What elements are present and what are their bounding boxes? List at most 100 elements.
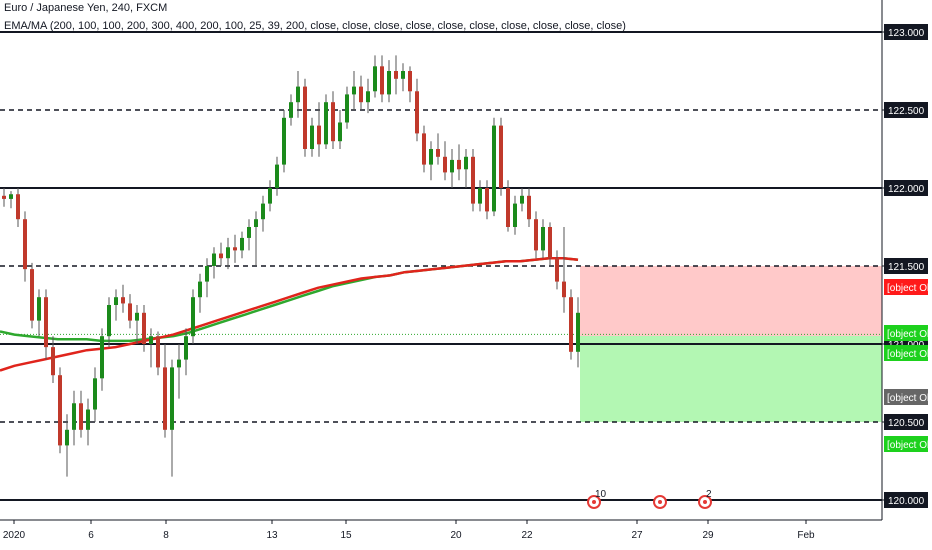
candle-body [443,156,447,173]
event-marker-dot [592,500,596,504]
candle-body [527,195,531,220]
candle [72,390,76,446]
candle [268,180,272,212]
candle [380,55,384,103]
candle-body [422,133,426,165]
candle-body [51,347,55,376]
y-tick-label: 120.500 [888,418,925,429]
candle-body [149,336,153,344]
candle-body [177,359,181,368]
candle-body [72,403,76,430]
event-markers[interactable]: 10 2 [587,489,712,509]
ma-line-ema [0,256,579,343]
candle [107,297,111,348]
candle [2,188,6,207]
candle-body [100,336,104,379]
price-tag-label: [object Object] [887,283,932,294]
event-marker[interactable] [653,495,667,509]
price-tag [884,389,928,405]
event-marker[interactable]: 10 [587,489,607,509]
candle-body [478,188,482,204]
candle-body [254,219,258,227]
candle [142,305,146,352]
event-marker-count: 2 [706,489,712,500]
candle [296,71,300,118]
candle-body [541,227,545,251]
candle-body [415,91,419,134]
event-marker[interactable]: 2 [698,489,712,509]
candle [345,86,349,129]
candle-body [198,281,202,298]
price-tag-label: [object Object] [887,349,932,360]
candle [128,294,132,329]
x-tick-label: Feb [797,530,815,541]
candle-body [457,159,461,170]
candle [317,102,321,157]
candle [219,242,223,266]
candle [576,297,580,368]
candle-body [408,71,412,92]
candle-body [37,297,41,321]
candle-body [226,247,230,259]
candle [492,117,496,217]
price-axis[interactable]: 123.000122.500122.000121.500121.000120.5… [882,24,932,508]
candle-body [562,281,566,298]
candle [58,367,62,454]
candle-body [506,188,510,227]
candle [506,180,510,232]
candle [86,398,90,446]
price-tag-label: [object Object] [887,440,932,451]
candle-body [114,297,118,305]
candle [30,262,34,329]
candle-body [569,297,573,352]
candle-body [58,375,62,446]
candle-body [107,305,111,337]
y-tick-label: 120.000 [888,496,925,507]
price-tag [884,279,928,295]
candle [177,344,181,399]
time-axis[interactable]: 2020 6 8 13 15 20 22 27 29 Feb [3,520,815,541]
candle [198,273,202,313]
candle-body [184,336,188,360]
candle-body [156,336,160,368]
candle [226,237,230,270]
ma-line-ma [0,256,579,372]
y-tick-box [884,180,928,196]
candle [170,359,174,477]
candle [471,149,475,212]
x-tick-label: 29 [702,530,714,541]
candle-body [324,102,328,145]
y-tick-label: 122.500 [888,106,925,117]
candle [408,66,412,103]
event-marker-dot [658,500,662,504]
candle [114,289,118,321]
price-tag [884,345,928,361]
symbol-title[interactable]: Euro / Japanese Yen, 240, FXCM [4,2,168,14]
candle [324,94,328,149]
candle [16,188,20,227]
candle-body [471,156,475,204]
candle-body [534,219,538,251]
candle-body [212,253,216,266]
candle-body [352,86,356,95]
candle-body [394,71,398,79]
candle [282,110,286,173]
candle [51,336,55,383]
candle [366,78,370,114]
x-tick-label: 20 [450,530,462,541]
price-tag-label: [object Object] [887,329,932,340]
event-marker-count: 10 [595,489,607,500]
candle [569,289,573,360]
candle-body [205,266,209,282]
candle-body [16,194,20,220]
candle [37,289,41,337]
candle-body [261,203,265,220]
candle-body [135,312,139,321]
candle [310,117,314,157]
candle [289,94,293,126]
candle [9,191,13,209]
candle [457,144,461,181]
indicator-legend[interactable]: EMA/MA (200, 100, 100, 200, 300, 400, 20… [4,20,626,32]
x-tick-label: 6 [88,530,94,541]
